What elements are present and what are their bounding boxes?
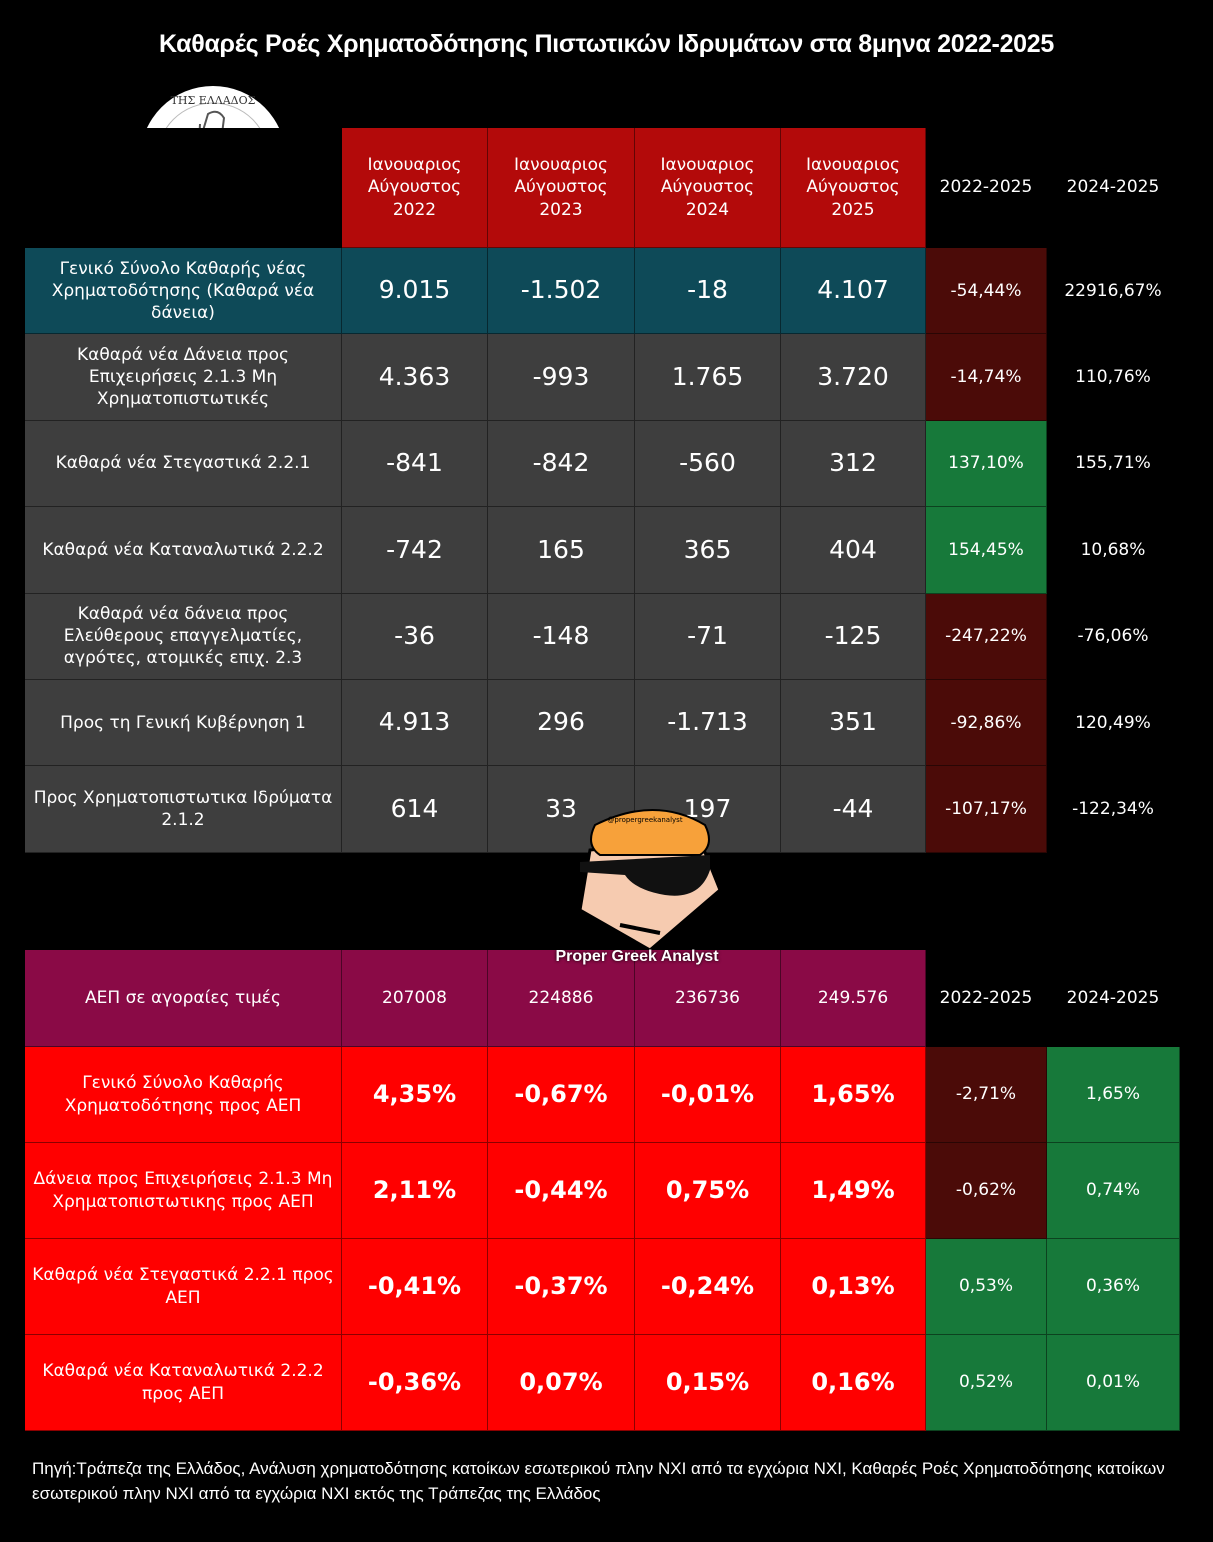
change-cell: 1,65%	[1047, 1047, 1180, 1143]
value-cell: 0,15%	[635, 1335, 781, 1431]
row-label: Δάνεια προς Επιχειρήσεις 2.1.3 Μη Χρηματ…	[25, 1143, 342, 1239]
row-label: Καθαρά νέα Στεγαστικά 2.2.1	[25, 420, 342, 508]
column-header: Ιανουαριος Αύγουστος 2023	[488, 128, 635, 248]
change-cell: 0,53%	[926, 1239, 1047, 1335]
value-cell: 4.107	[781, 248, 926, 335]
row-label: Γενικό Σύνολο Καθαρής Χρηματοδότησης προ…	[25, 1047, 342, 1143]
value-cell: -993	[488, 334, 635, 421]
value-cell: -841	[342, 420, 488, 508]
value-cell: -148	[488, 593, 635, 680]
value-cell: -18	[635, 248, 781, 335]
value-cell: -0,67%	[488, 1047, 635, 1143]
column-header: 249.576	[781, 950, 926, 1047]
row-label: Καθαρά νέα Στεγαστικά 2.2.1 προς ΑΕΠ	[25, 1239, 342, 1335]
value-cell: 614	[342, 766, 488, 853]
change-cell: -122,34%	[1047, 766, 1180, 853]
value-cell: -0,41%	[342, 1239, 488, 1335]
column-header: 2022-2025	[926, 950, 1047, 1047]
value-cell: -560	[635, 420, 781, 508]
column-header: 2022-2025	[926, 128, 1047, 248]
credit-flows-table: Ιανουαριος Αύγουστος 2022 Ιανουαριος Αύγο…	[25, 128, 1180, 853]
value-cell: -0,37%	[488, 1239, 635, 1335]
value-cell: -44	[781, 766, 926, 853]
value-cell: 1,49%	[781, 1143, 926, 1239]
value-cell: 0,13%	[781, 1239, 926, 1335]
gdp-ratio-table: ΑΕΠ σε αγοραίες τιμές 207008 224886 236736 2…	[25, 950, 1180, 1431]
change-cell: -0,62%	[926, 1143, 1047, 1239]
change-cell: -92,86%	[926, 679, 1047, 767]
change-cell: 137,10%	[926, 420, 1047, 508]
value-cell: 4.913	[342, 679, 488, 767]
source-note: Πηγή:Τράπεζα της Ελλάδος, Ανάλυση χρηματ…	[32, 1459, 1165, 1503]
change-cell: 155,71%	[1047, 420, 1180, 508]
change-cell: -247,22%	[926, 593, 1047, 680]
change-cell: 0,52%	[926, 1335, 1047, 1431]
mascot-name: Proper Greek Analyst	[555, 948, 719, 965]
column-header: 224886	[488, 950, 635, 1047]
value-cell: 9.015	[342, 248, 488, 335]
column-header: 236736	[635, 950, 781, 1047]
value-cell: 0,16%	[781, 1335, 926, 1431]
value-cell: -1.502	[488, 248, 635, 335]
column-header: 207008	[342, 950, 488, 1047]
value-cell: -1.713	[635, 679, 781, 767]
value-cell: -742	[342, 507, 488, 594]
change-cell: -14,74%	[926, 334, 1047, 421]
row-label: Καθαρά νέα Καταναλωτικά 2.2.2 προς ΑΕΠ	[25, 1335, 342, 1431]
mascot-handle: @propergreekanalyst	[607, 816, 682, 824]
value-cell: -0,24%	[635, 1239, 781, 1335]
value-cell: 0,07%	[488, 1335, 635, 1431]
change-cell: 110,76%	[1047, 334, 1180, 421]
row-label: Καθαρά νέα δάνεια προς Ελεύθερους επαγγε…	[25, 593, 342, 680]
change-cell: 120,49%	[1047, 679, 1180, 767]
page-title: Καθαρές Ροές Χρηματοδότησης Πιστωτικών Ι…	[159, 30, 1054, 58]
row-label: Προς Χρηματοπιστωτικα Ιδρύματα 2.1.2	[25, 766, 342, 853]
change-cell: -76,06%	[1047, 593, 1180, 680]
value-cell: -842	[488, 420, 635, 508]
column-header: Ιανουαριος Αύγουστος 2022	[342, 128, 488, 248]
value-cell: 1.765	[635, 334, 781, 421]
value-cell: 4,35%	[342, 1047, 488, 1143]
value-cell: 0,75%	[635, 1143, 781, 1239]
column-header: Ιανουαριος Αύγουστος 2025	[781, 128, 926, 248]
value-cell: 165	[488, 507, 635, 594]
corner-header: ΑΕΠ σε αγοραίες τιμές	[25, 950, 342, 1047]
change-cell: 0,36%	[1047, 1239, 1180, 1335]
change-cell: 0,74%	[1047, 1143, 1180, 1239]
value-cell: -71	[635, 593, 781, 680]
change-cell: 0,01%	[1047, 1335, 1180, 1431]
value-cell: 1,65%	[781, 1047, 926, 1143]
value-cell: -125	[781, 593, 926, 680]
row-label: Γενικό Σύνολο Καθαρής νέας Χρηματοδότηση…	[25, 248, 342, 335]
row-label: Καθαρά νέα Καταναλωτικά 2.2.2	[25, 507, 342, 594]
change-cell: 22916,67%	[1047, 248, 1180, 335]
value-cell: -0,36%	[342, 1335, 488, 1431]
change-cell: 10,68%	[1047, 507, 1180, 594]
column-header: 2024-2025	[1047, 128, 1180, 248]
value-cell: -0,01%	[635, 1047, 781, 1143]
svg-text:ΤΗΣ ΕΛΛΑΔΟΣ: ΤΗΣ ΕΛΛΑΔΟΣ	[171, 94, 256, 107]
value-cell: 404	[781, 507, 926, 594]
change-cell: -2,71%	[926, 1047, 1047, 1143]
value-cell: -36	[342, 593, 488, 680]
value-cell: 2,11%	[342, 1143, 488, 1239]
row-label: Προς τη Γενική Κυβέρνηση 1	[25, 679, 342, 767]
change-cell: 154,45%	[926, 507, 1047, 594]
value-cell: 4.363	[342, 334, 488, 421]
value-cell: 351	[781, 679, 926, 767]
column-header: 2024-2025	[1047, 950, 1180, 1047]
corner-header	[25, 128, 342, 248]
mascot-sunglasses-face-icon: @propergreekanalyst	[578, 809, 722, 950]
column-header: Ιανουαριος Αύγουστος 2024	[635, 128, 781, 248]
row-label: Καθαρά νέα Δάνεια προς Επιχειρήσεις 2.1.…	[25, 334, 342, 421]
value-cell: 296	[488, 679, 635, 767]
change-cell: -54,44%	[926, 248, 1047, 335]
change-cell: -107,17%	[926, 766, 1047, 853]
value-cell: 3.720	[781, 334, 926, 421]
value-cell: 365	[635, 507, 781, 594]
value-cell: -0,44%	[488, 1143, 635, 1239]
value-cell: 312	[781, 420, 926, 508]
